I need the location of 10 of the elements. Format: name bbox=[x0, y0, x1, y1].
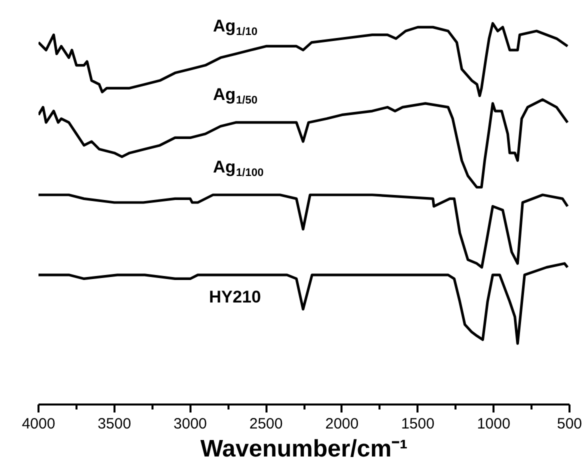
series-label: HY210 bbox=[208, 287, 261, 306]
x-tick-label: 500 bbox=[556, 416, 582, 432]
x-tick-label: 3500 bbox=[98, 416, 132, 432]
x-axis-title: Wavenumber/cm⁻¹ bbox=[200, 436, 408, 462]
x-tick-label: 3000 bbox=[174, 416, 207, 432]
x-tick-label: 2000 bbox=[325, 416, 359, 432]
x-tick-label: 1000 bbox=[476, 416, 510, 432]
x-tick-label: 4000 bbox=[22, 416, 56, 432]
x-tick-label: 2500 bbox=[249, 416, 283, 432]
x-tick-label: 1500 bbox=[401, 416, 434, 432]
